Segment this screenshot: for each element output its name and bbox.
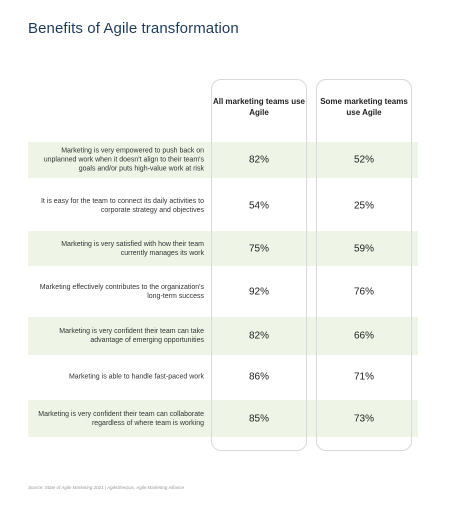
value-some-agile: 52%	[353, 154, 374, 166]
row-label: It is easy for the team to connect its d…	[40, 197, 204, 214]
value-all-agile: 82%	[248, 154, 269, 166]
table-row: It is easy for the team to connect its d…	[28, 182, 418, 229]
row-label: Marketing is very satisfied with how the…	[61, 240, 204, 257]
table-row: Marketing is able to handle fast-paced w…	[28, 358, 418, 395]
column-header-some: Some marketing teams use Agile	[320, 97, 408, 117]
row-label: Marketing effectively contributes to the…	[39, 283, 204, 300]
value-all-agile: 54%	[248, 200, 269, 211]
row-label: Marketing is very confident their team c…	[38, 410, 204, 427]
value-some-agile: 76%	[353, 286, 374, 297]
value-all-agile: 75%	[248, 243, 269, 254]
row-label: Marketing is able to handle fast-paced w…	[68, 373, 204, 380]
value-some-agile: 25%	[353, 200, 374, 211]
row-label: Marketing is very empowered to push back…	[43, 147, 204, 173]
value-some-agile: 73%	[353, 413, 374, 424]
value-all-agile: 86%	[248, 371, 269, 382]
value-some-agile: 71%	[353, 371, 374, 382]
column-frame-all	[211, 79, 307, 451]
column-header-all: All marketing teams use Agile	[212, 97, 306, 117]
column-frame-some	[316, 79, 412, 451]
row-label: Marketing is very confident their team c…	[59, 328, 204, 344]
table-row: Marketing effectively contributes to the…	[28, 268, 418, 315]
value-some-agile: 59%	[353, 243, 374, 254]
table-row: Marketing is very confident their team c…	[28, 400, 418, 437]
page-title: Benefits of Agile transformation	[28, 20, 239, 37]
value-all-agile: 92%	[248, 286, 269, 297]
table-row: Marketing is very confident their team c…	[28, 317, 418, 355]
value-all-agile: 85%	[248, 413, 269, 424]
value-some-agile: 66%	[353, 330, 374, 342]
value-all-agile: 82%	[248, 330, 269, 342]
source-note: Source: State of Agile Marketing 2021 | …	[28, 485, 185, 490]
table-row: Marketing is very empowered to push back…	[28, 142, 418, 178]
table-row: Marketing is very satisfied with how the…	[28, 231, 418, 266]
